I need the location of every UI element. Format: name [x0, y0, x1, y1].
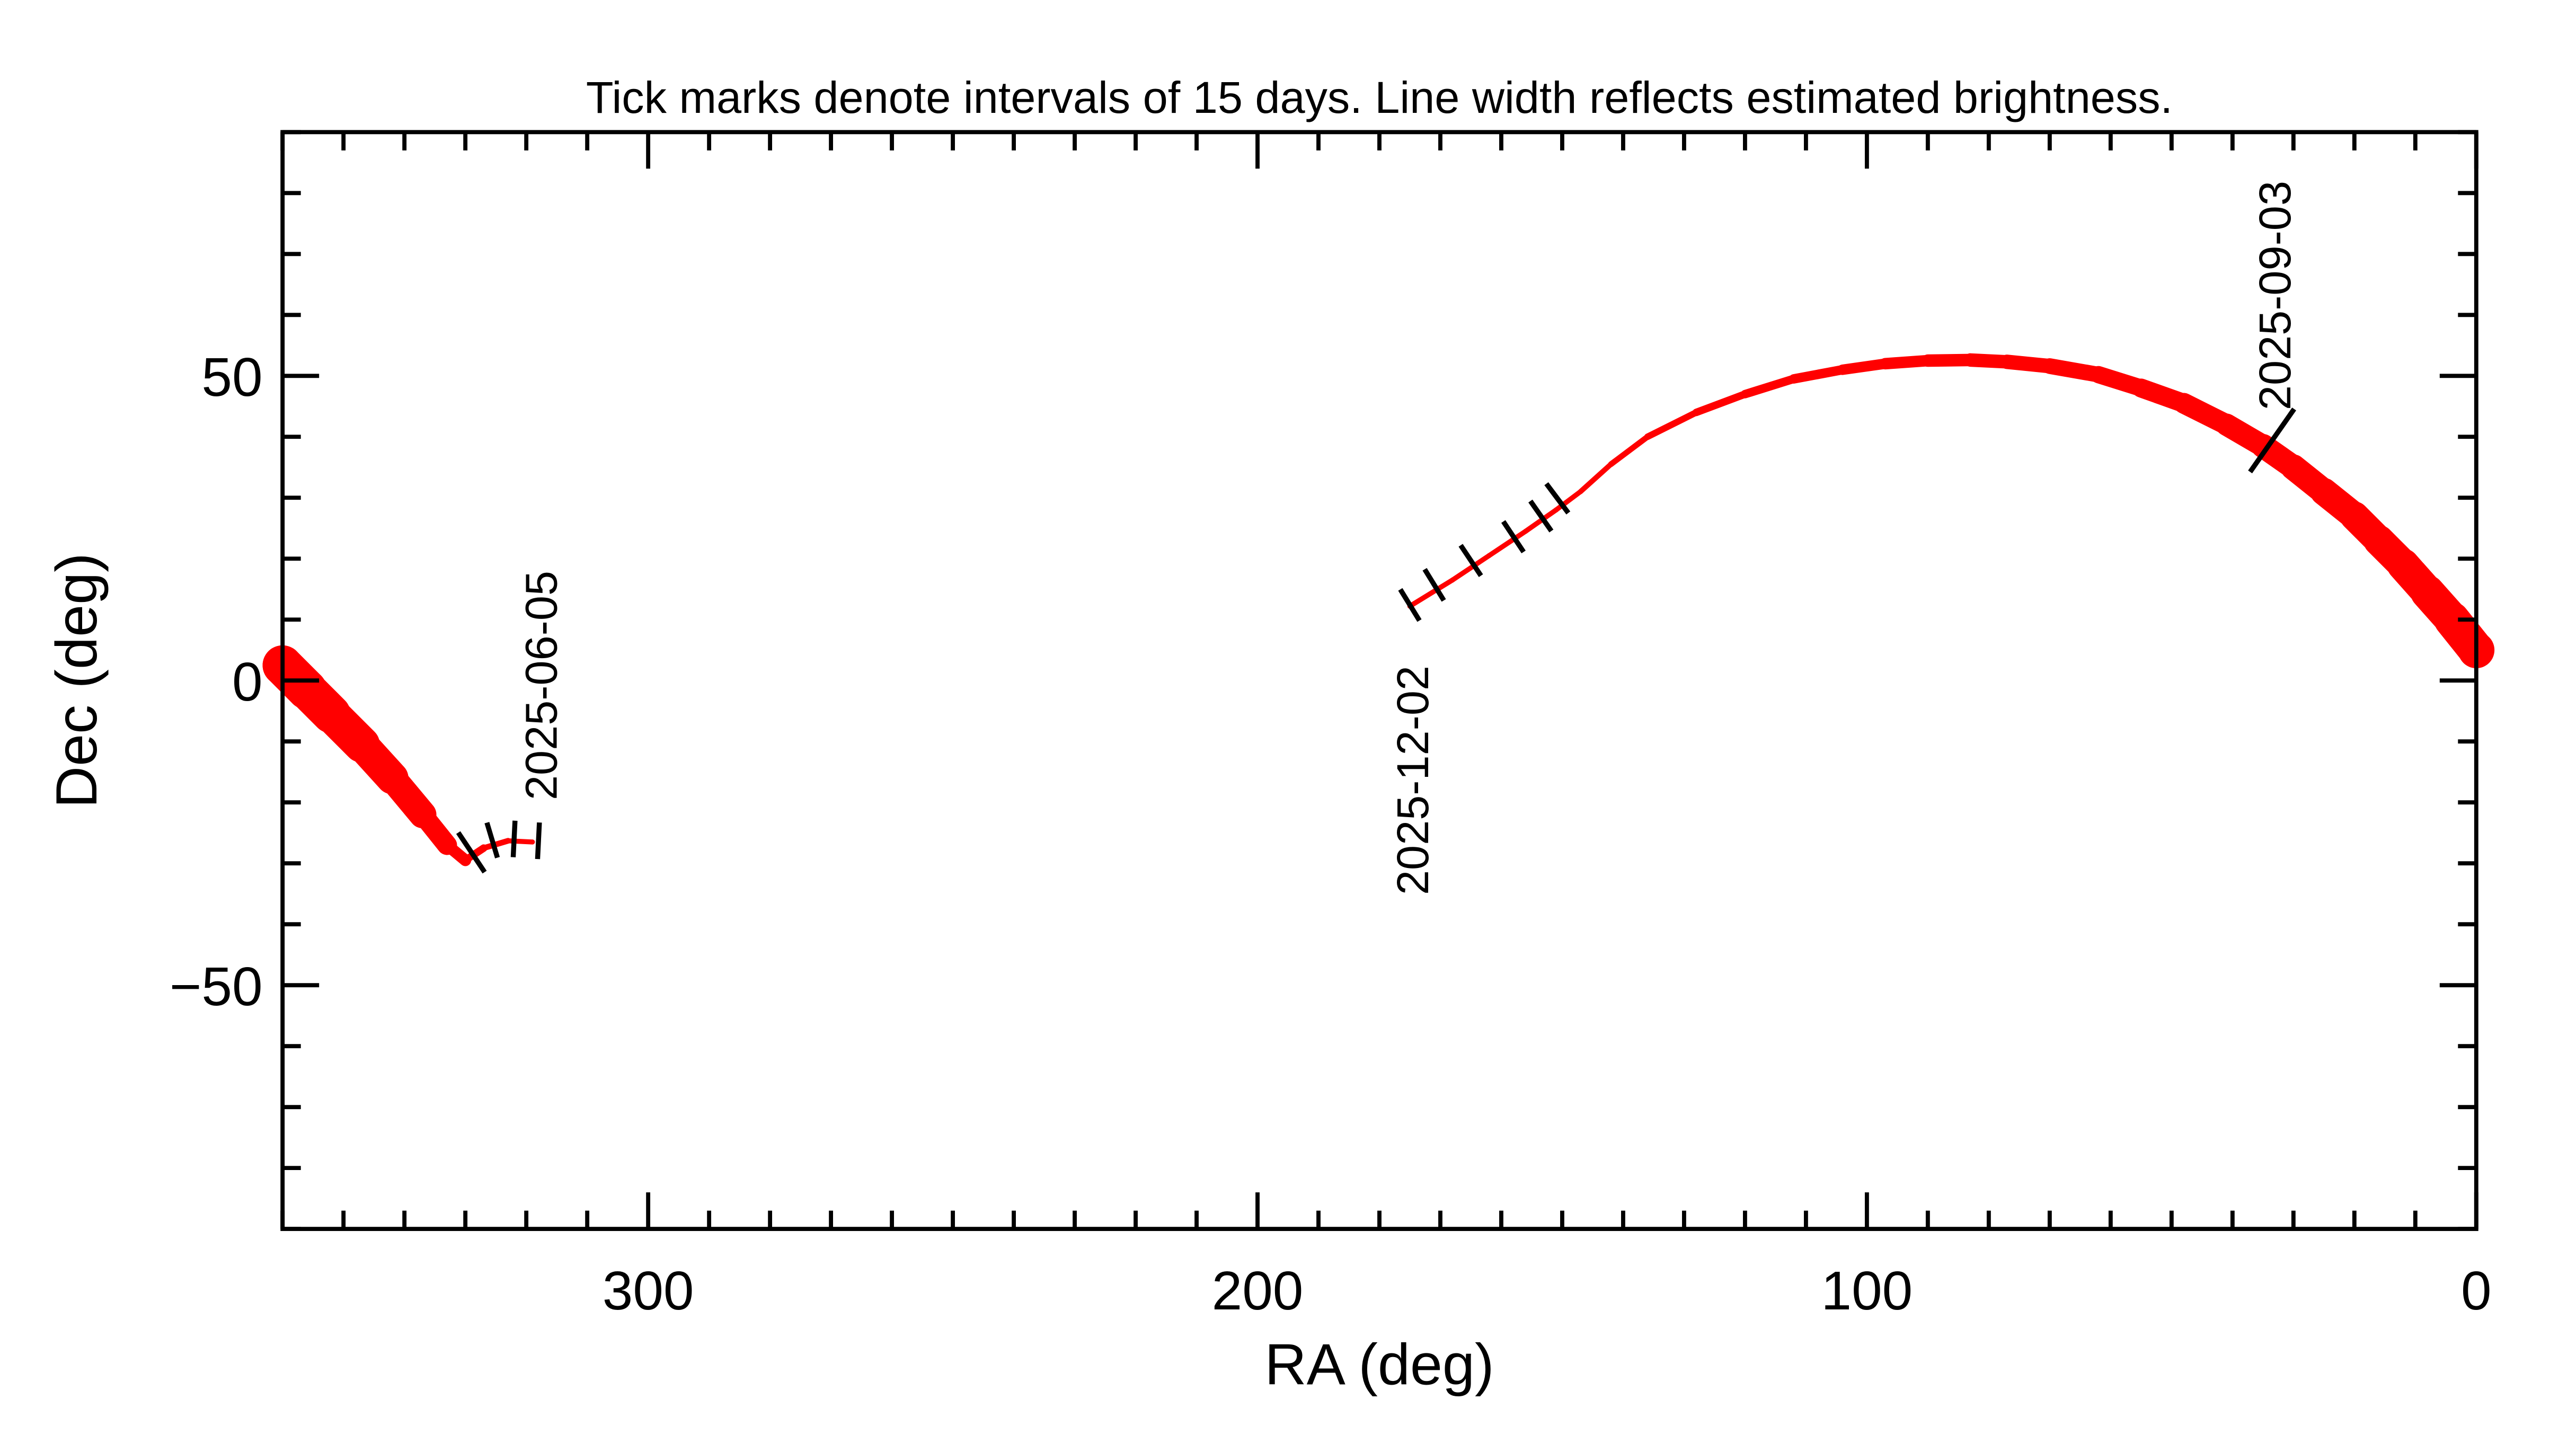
date-label: 2025-06-05	[516, 571, 566, 800]
track-point	[1523, 528, 1528, 534]
interval-tick	[1528, 499, 1554, 533]
track-point	[344, 727, 379, 762]
track-point	[410, 802, 436, 827]
interval-tick	[1501, 520, 1526, 554]
track-point	[1837, 365, 1848, 375]
track-point	[2411, 575, 2445, 609]
track-point	[2251, 434, 2274, 458]
chart-title: Tick marks denote intervals of 15 days. …	[586, 72, 2173, 122]
track-point	[312, 695, 350, 733]
track-segment	[1553, 489, 1583, 512]
track-point	[1578, 489, 1583, 494]
x-tick-label: 0	[2461, 1260, 2492, 1321]
track-point	[2090, 366, 2107, 383]
tick-labels: 300 200 100 0 50 0 −50	[170, 346, 2492, 1321]
track-point	[505, 838, 511, 844]
track-point	[2434, 602, 2469, 637]
track-point	[1486, 553, 1492, 559]
track-point	[1922, 355, 1934, 367]
x-tick-label: 200	[1212, 1260, 1304, 1321]
x-axis-label: RA (deg)	[1264, 1332, 1494, 1397]
interval-tick	[1398, 588, 1422, 622]
track-point	[1741, 390, 1749, 398]
interval-tick	[510, 820, 518, 857]
y-tick-label: 50	[201, 346, 262, 408]
track-segment	[1486, 528, 1528, 559]
date-label: 2025-09-03	[2250, 181, 2300, 410]
track-segment	[1740, 375, 1798, 398]
track-point	[1553, 507, 1559, 512]
interval-tick	[456, 831, 487, 874]
track-segment	[1879, 355, 1934, 370]
track-segment	[1608, 433, 1651, 467]
track-point	[1693, 409, 1700, 416]
interval-tick	[1544, 482, 1571, 515]
track-segment	[1578, 462, 1614, 494]
x-tick-label: 300	[603, 1260, 694, 1321]
track-segment	[1837, 358, 1891, 375]
track-point	[461, 856, 470, 865]
track-segment	[1450, 553, 1492, 583]
x-tick-label: 100	[1821, 1260, 1913, 1321]
track-point	[377, 763, 408, 793]
data-layer: 2025-06-05 2025-12-02 2025-09-03	[262, 181, 2495, 895]
track-segment	[1789, 365, 1847, 384]
y-axis-label: Dec (deg)	[45, 553, 109, 808]
track-segment	[1523, 507, 1559, 534]
track-segment	[1644, 409, 1700, 440]
axis-ticks	[280, 130, 2478, 1232]
interval-tick	[484, 822, 500, 858]
track-point	[2363, 525, 2394, 555]
interval-tick	[535, 822, 542, 860]
track-point	[1644, 433, 1651, 440]
track-point	[2281, 455, 2306, 480]
y-tick-label: 0	[232, 651, 263, 712]
track-point	[2311, 478, 2338, 505]
track-point	[2216, 414, 2237, 436]
track-point	[1608, 461, 1614, 467]
track-point	[439, 837, 455, 853]
track-point	[2042, 358, 2057, 374]
track-point	[1964, 353, 1977, 367]
track-point	[2132, 379, 2150, 397]
track-point	[1789, 374, 1799, 384]
track-point	[2174, 393, 2194, 413]
date-label: 2025-12-02	[1387, 666, 1438, 895]
track-point	[529, 839, 535, 845]
track-point	[2340, 501, 2369, 530]
track-segment	[1692, 390, 1749, 417]
track-segment	[2042, 358, 2106, 383]
track-segment	[1407, 577, 1455, 609]
track-point	[2387, 549, 2419, 581]
interval-tick	[2248, 408, 2296, 474]
track-point	[480, 845, 487, 852]
plot-frame	[280, 130, 2478, 1232]
track-point	[1450, 577, 1455, 583]
interval-tick	[1422, 568, 1446, 602]
track-point	[1880, 358, 1891, 369]
y-tick-label: −50	[170, 955, 263, 1017]
interval-tick	[1458, 544, 1483, 578]
track-point	[2000, 355, 2014, 369]
